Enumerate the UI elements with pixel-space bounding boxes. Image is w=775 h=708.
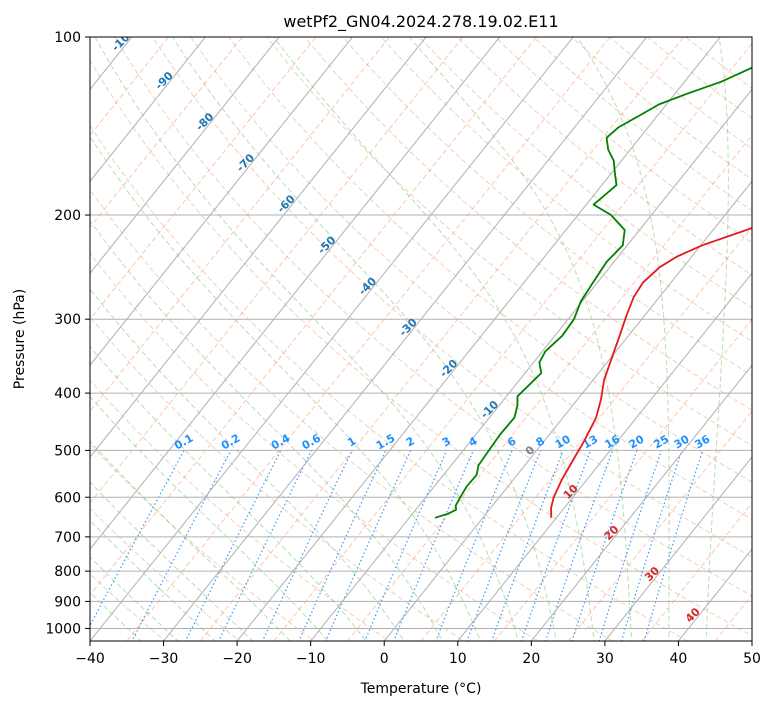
isotherm-grid-line [90, 37, 206, 183]
y-tick-label: 700 [54, 530, 81, 546]
y-tick-label: 900 [54, 594, 81, 610]
dry-adiabat [114, 37, 752, 597]
x-tick-label: −10 [296, 651, 326, 667]
dry-adiabat [90, 124, 689, 641]
warm-guide-line [126, 37, 611, 641]
isotherm-grid-line [604, 456, 752, 641]
moist-adiabat [90, 481, 254, 641]
chart-title: wetPf2_GN04.2024.278.19.02.E11 [283, 12, 558, 32]
warm-guide-line [90, 37, 464, 504]
dry-adiabat [418, 37, 752, 309]
x-tick-label: 0 [380, 651, 389, 667]
warm-guide-line [273, 42, 752, 641]
x-tick-label: 50 [743, 651, 761, 667]
x-tick-label: −20 [222, 651, 252, 667]
isotherm-grid-line [90, 37, 353, 366]
y-tick-label: 500 [54, 443, 81, 459]
profile-lines [434, 66, 752, 519]
isotherm-grid-line [236, 37, 721, 641]
axes: −40 −30 −20 −10 0 10 20 30 40 50 100 200 300 400 500 60… [45, 30, 761, 667]
dry-adiabat [90, 252, 540, 641]
moist-adiabat [273, 37, 595, 641]
y-tick-label: 600 [54, 490, 81, 506]
dry-adiabat [90, 59, 752, 637]
x-tick-label: 10 [449, 651, 467, 667]
plot-area [90, 37, 752, 641]
y-axis-title: Pressure (hPa) [12, 289, 28, 389]
y-tick-label: 400 [54, 386, 81, 402]
x-tick-label: 40 [670, 651, 688, 667]
y-tick-label: 1000 [45, 621, 81, 637]
isotherm-grid-line [90, 37, 574, 641]
warm-guide-line [199, 37, 684, 641]
dewpoint-line [434, 66, 752, 519]
x-tick-label: −40 [75, 651, 105, 667]
dry-adiabat [90, 379, 390, 641]
isotherm-grid-line [90, 37, 501, 550]
isotherm-grid-line [530, 364, 752, 641]
warm-guide-line [347, 134, 752, 641]
warm-guide-line [90, 37, 317, 320]
x-tick-label: −30 [149, 651, 179, 667]
temperature-line [550, 227, 752, 518]
isotherm-grid-line [163, 37, 648, 641]
plot-frame [89, 36, 753, 642]
warm-guide-line [90, 37, 390, 412]
y-tick-label: 100 [54, 30, 81, 46]
moist-adiabat [90, 440, 291, 641]
dry-adiabat [90, 315, 465, 641]
y-tick-label: 300 [54, 312, 81, 328]
dry-adiabat [90, 507, 241, 641]
dry-adiabat [266, 37, 752, 447]
dry-adiabat [90, 188, 614, 641]
x-tick-label: 30 [596, 651, 614, 667]
dry-adiabat [380, 37, 752, 342]
grid-lines [90, 37, 752, 641]
isotherm-grid-line [90, 37, 280, 275]
warm-guide-line [90, 37, 243, 229]
dry-adiabat [90, 573, 166, 641]
x-axis-title: Temperature (°C) [360, 681, 482, 697]
dry-adiabat [342, 37, 752, 377]
warm-guide-line [420, 226, 752, 641]
x-tick-label: 20 [522, 651, 540, 667]
y-tick-label: 800 [54, 564, 81, 580]
warm-guide-line [90, 37, 537, 596]
warm-guide-line [494, 318, 752, 641]
isotherm-grid-line [90, 37, 427, 458]
isotherm-grid-line [383, 180, 752, 641]
y-tick-label: 200 [54, 208, 81, 224]
warm-guide-line [567, 410, 752, 641]
isotherm-grid-line [457, 272, 752, 641]
warm-guide-line [641, 502, 752, 641]
isotherm-grid-line [310, 88, 752, 641]
dry-adiabat [190, 37, 752, 520]
dry-adiabat [228, 37, 752, 483]
